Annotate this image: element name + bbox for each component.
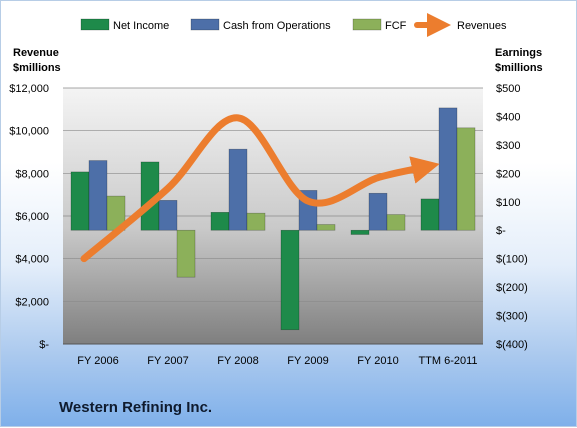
bar [456,127,476,231]
right-tick-label: $300 [496,140,520,152]
right-tick-label: $(300) [496,311,528,323]
revenue-line [80,114,440,263]
right-tick-label: $(200) [496,282,528,294]
left-tick-label: $12,000 [9,83,49,95]
left-axis-label: $millions [13,62,61,74]
legend-label: FCF [385,20,407,32]
bar [438,107,458,231]
legend-swatch [352,18,382,31]
bar [158,200,178,231]
right-tick-label: $100 [496,197,520,209]
legend-swatch [80,18,110,31]
bar [350,229,370,235]
left-tick-label: $- [39,339,49,351]
left-tick-label: $6,000 [15,211,49,223]
left-axis-label: Revenue [13,47,59,59]
bar [246,212,266,231]
bar [280,229,300,331]
x-tick-label: FY 2010 [357,355,398,367]
right-tick-label: $- [496,225,506,237]
bar [70,171,90,231]
bar [88,160,108,231]
chart-title: Western Refining Inc. [59,399,213,416]
legend-label: Revenues [457,20,507,32]
bar [210,212,230,231]
left-tick-label: $2,000 [15,296,49,308]
left-tick-label: $8,000 [15,168,49,180]
x-tick-label: FY 2007 [147,355,188,367]
right-tick-label: $500 [496,83,520,95]
right-tick-label: $(400) [496,339,528,351]
x-tick-label: FY 2009 [287,355,328,367]
right-tick-label: $400 [496,111,520,123]
bar [386,214,406,231]
legend-label: Net Income [113,20,169,32]
x-tick-label: FY 2006 [77,355,118,367]
right-axis-label: $millions [495,62,543,74]
bar [420,198,440,231]
legend-swatch [190,18,220,31]
left-tick-label: $4,000 [15,254,49,266]
x-tick-label: TTM 6-2011 [418,355,477,367]
bar [228,148,248,231]
right-tick-label: $200 [496,168,520,180]
x-tick-label: FY 2008 [217,355,258,367]
legend-label: Cash from Operations [223,20,331,32]
left-tick-label: $10,000 [9,126,49,138]
bar [368,192,388,231]
bar [316,224,336,231]
bar [176,229,196,278]
right-axis-label: Earnings [495,47,542,59]
right-tick-label: $(100) [496,254,528,266]
